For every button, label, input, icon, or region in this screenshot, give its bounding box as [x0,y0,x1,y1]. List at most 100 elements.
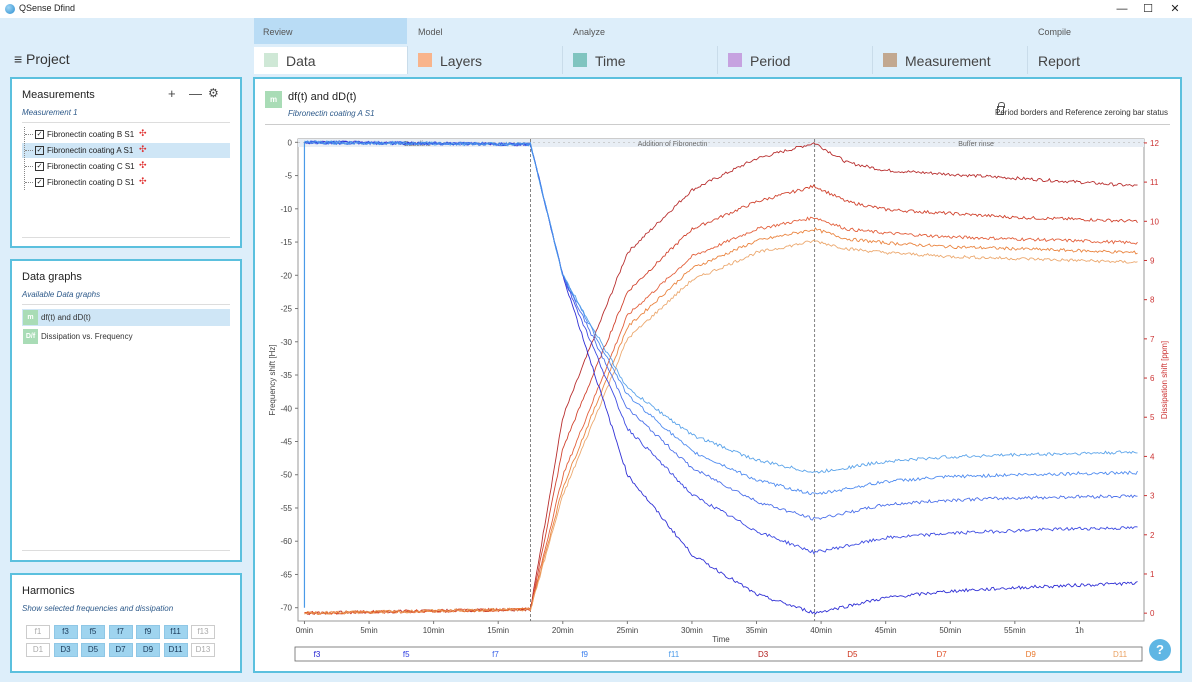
harmonic-toggle-d11[interactable]: D11 [163,643,188,657]
group-label-review: Review [263,27,293,37]
measurement-checkbox[interactable]: ✓ [35,162,44,171]
measurement-item[interactable]: ✓ Fibronectin coating D S1 ✣ [22,175,230,190]
status-cross-icon: ✣ [139,160,147,170]
measurement-item-selected[interactable]: ✓ Fibronectin coating A S1 ✣ [22,143,230,158]
chart-svg[interactable]: Baseline Addition of Fibronectin Buffer ri… [255,79,1180,671]
harmonic-toggle-d5[interactable]: D5 [81,643,105,657]
harmonic-toggle-d9[interactable]: D9 [136,643,160,657]
y-tick-label: -20 [280,271,292,280]
legend-item-d11: D11 [1113,650,1128,659]
harmonics-panel: Harmonics Show selected frequencies and … [10,573,242,673]
harmonic-toggle-f3[interactable]: f3 [53,625,78,639]
series-line-d9 [304,227,1138,615]
tab-data[interactable]: Data [254,47,407,74]
data-graphs-subtitle: Available Data graphs [22,290,101,299]
help-button[interactable]: ? [1149,639,1171,661]
tab-time-label: Time [595,53,626,69]
y-tick-label: -15 [280,238,292,247]
measurement-tab-swatch-icon [883,53,897,67]
divider [22,304,230,305]
plot-area [297,138,1145,622]
harmonic-toggle-f9[interactable]: f9 [136,625,160,639]
graph-label: df(t) and dD(t) [41,313,91,322]
tab-period[interactable]: Period [718,47,872,74]
x-axis-label: Time [712,635,730,644]
app-logo-icon [5,4,15,14]
legend-item-f9: f9 [581,650,588,659]
tab-measurement-label: Measurement [905,53,991,69]
minimize-button[interactable]: — [1116,3,1128,15]
y2-tick-label: 8 [1150,296,1155,305]
x-tick-label: 40min [810,626,832,635]
tab-layers[interactable]: Layers [408,47,562,74]
period-label: Addition of Fibronectin [638,141,708,148]
x-tick-label: 10min [423,626,445,635]
period-tab-swatch-icon [728,53,742,67]
tab-divider [407,46,408,74]
legend-item-f11: f11 [669,650,680,659]
legend-item-f5: f5 [403,650,410,659]
measurements-subtitle: Measurement 1 [22,108,78,117]
data-graphs-title: Data graphs [22,271,82,283]
settings-gear-icon[interactable]: ⚙ [208,86,219,100]
period-status-label: Period borders and Reference zeroing bar… [995,108,1168,117]
maximize-button[interactable]: ☐ [1143,3,1153,15]
harmonic-toggle-f7[interactable]: f7 [108,625,133,639]
harmonic-toggle-f5[interactable]: f5 [81,625,105,639]
y-tick-label: -5 [285,172,293,181]
y2-axis-label: Dissipation shift [ppm] [1160,341,1169,419]
harmonic-toggle-f1[interactable]: f1 [26,625,50,639]
tab-divider [562,46,563,74]
y2-tick-label: 7 [1150,335,1155,344]
review-group-highlight [254,18,407,44]
measurement-item[interactable]: ✓ Fibronectin coating B S1 ✣ [22,127,230,142]
tab-time[interactable]: Time [563,47,717,74]
chart-panel: m df(t) and dD(t) Fibronectin coating A … [253,77,1182,673]
y-tick-label: -45 [280,437,292,446]
graph-badge-icon: m [23,310,38,325]
tree-connector [24,159,34,174]
measurement-checkbox[interactable]: ✓ [35,178,44,187]
measurement-name: Fibronectin coating B S1 [47,130,135,139]
measurement-name: Fibronectin coating D S1 [47,178,135,187]
y-tick-label: -10 [280,205,292,214]
remove-measurement-button[interactable]: — [189,86,202,101]
legend-item-d5: D5 [847,650,858,659]
legend-item-d9: D9 [1026,650,1037,659]
y-tick-label: -50 [280,471,292,480]
x-tick-label: 30min [681,626,703,635]
measurement-name: Fibronectin coating C S1 [47,162,135,171]
add-measurement-button[interactable]: + [168,86,176,101]
measurement-item[interactable]: ✓ Fibronectin coating C S1 ✣ [22,159,230,174]
graph-badge-icon: D/f [23,329,38,344]
close-button[interactable]: ✕ [1170,3,1180,15]
project-menu-button[interactable]: ≡ Project [14,51,70,67]
measurement-checkbox[interactable]: ✓ [35,130,44,139]
series-line-d11 [304,239,1138,615]
title-bar: QSense Dfind — ☐ ✕ [0,0,1192,18]
harmonic-toggle-f11[interactable]: f11 [163,625,188,639]
x-tick-label: 25min [616,626,638,635]
divider [265,124,1170,125]
lock-icon[interactable] [997,102,1005,115]
period-bar [298,139,1144,147]
tab-data-label: Data [286,53,316,69]
status-cross-icon: ✣ [139,144,147,154]
tab-report[interactable]: Report [1028,47,1188,74]
harmonic-toggle-d7[interactable]: D7 [108,643,133,657]
measurement-checkbox[interactable]: ✓ [35,146,44,155]
y-tick-label: -30 [280,338,292,347]
y-tick-label: -65 [280,570,292,579]
graph-subtitle: Fibronectin coating A S1 [288,109,375,118]
harmonics-title: Harmonics [22,585,75,597]
x-tick-label: 0min [296,626,313,635]
graph-item-selected[interactable]: m df(t) and dD(t) [22,309,230,326]
harmonic-toggle-d3[interactable]: D3 [53,643,78,657]
harmonic-toggle-f13[interactable]: f13 [191,625,215,639]
harmonic-toggle-d1[interactable]: D1 [26,643,50,657]
harmonic-toggle-d13[interactable]: D13 [191,643,215,657]
tab-measurement[interactable]: Measurement [873,47,1027,74]
legend-item-d7: D7 [936,650,947,659]
window-title: QSense Dfind [19,3,76,13]
graph-item[interactable]: D/f Dissipation vs. Frequency [22,328,230,345]
